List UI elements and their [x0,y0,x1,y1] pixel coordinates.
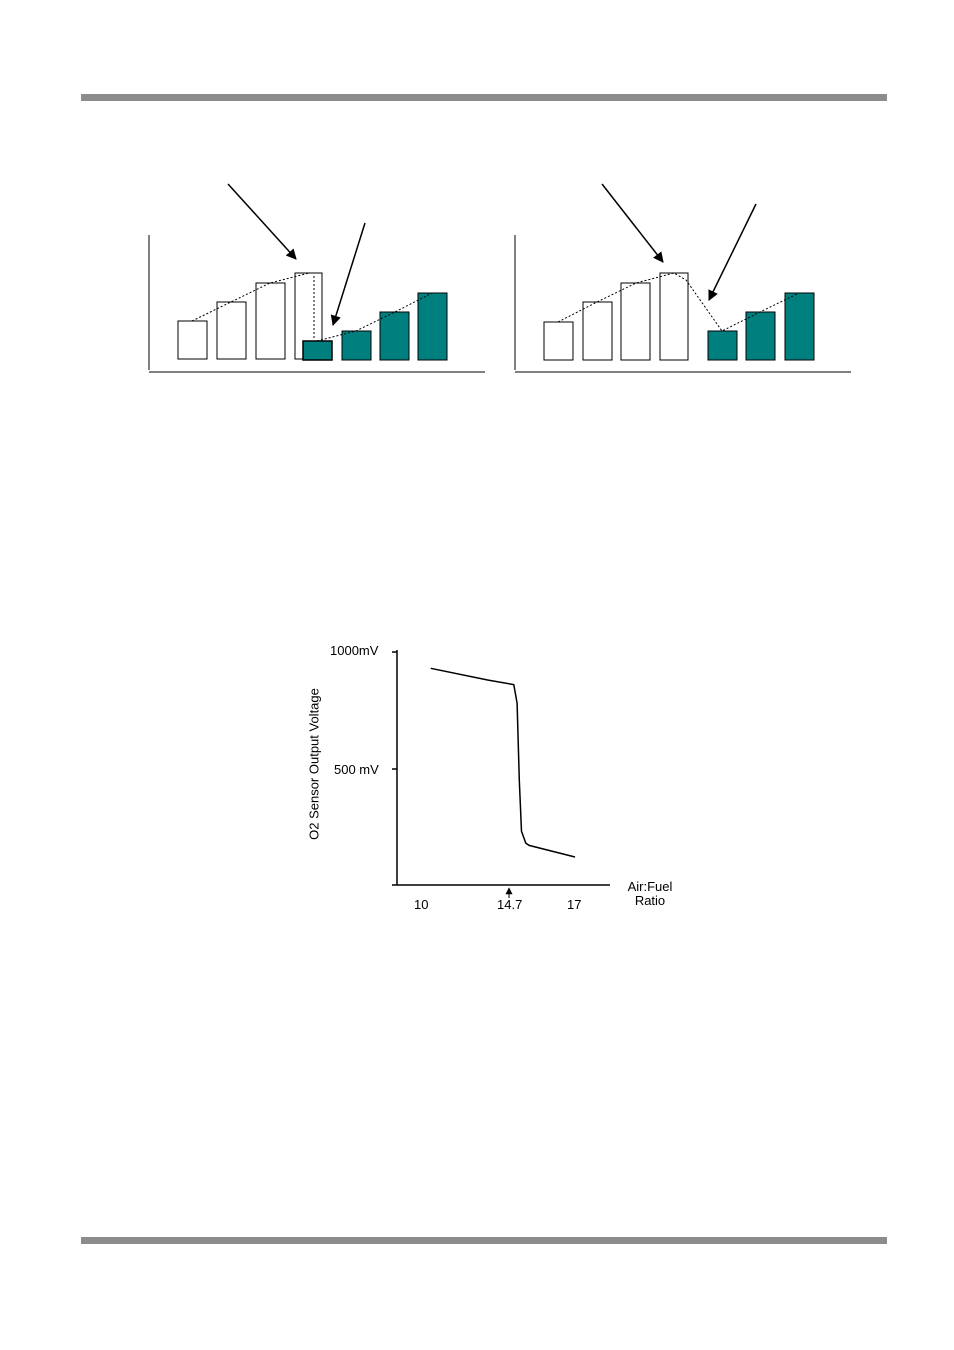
right-filled-bar [784,292,815,361]
left-outline-bar [216,301,247,360]
bottom-rule [81,1237,887,1244]
left-arrow-to-peak [227,183,297,260]
x-tick-label-10: 10 [414,897,429,912]
left-filled-bar [302,340,333,361]
o2-chart-axes [392,650,610,898]
left-filled-bar [417,292,448,361]
right-outline-bar [620,282,651,361]
y-tick-label-1000: 1000mV [330,643,379,658]
right-filled-bar [745,311,776,361]
o2-voltage-curve [430,667,576,858]
right-outline-bar [582,301,613,361]
left-arrow-to-drop [330,222,366,327]
left-bar-figure [148,183,485,373]
left-trend-line-filled [316,292,433,342]
right-arrow-to-dip [708,203,757,301]
right-bar-figure [514,183,851,373]
x-tick-label-14-7: 14.7 [497,897,523,912]
left-filled-bar [341,330,372,361]
left-filled-bar [379,311,410,361]
right-filled-bar [707,330,738,361]
right-arrow-to-peak [601,183,664,263]
right-outline-bar [659,272,689,361]
right-outline-bar [543,321,574,361]
left-outline-bar [255,282,286,360]
y-tick-label-500: 500 mV [334,762,379,777]
x-tick-label-17: 17 [567,897,582,912]
right-trend-line [557,272,800,332]
left-outline-bar [177,320,208,360]
top-rule [81,94,887,101]
left-trend-line-rising [191,272,310,322]
o2-chart-x-label: Air:Fuel Ratio [627,879,673,908]
o2-chart-y-label: O2 Sensor Output Voltage [306,688,322,840]
